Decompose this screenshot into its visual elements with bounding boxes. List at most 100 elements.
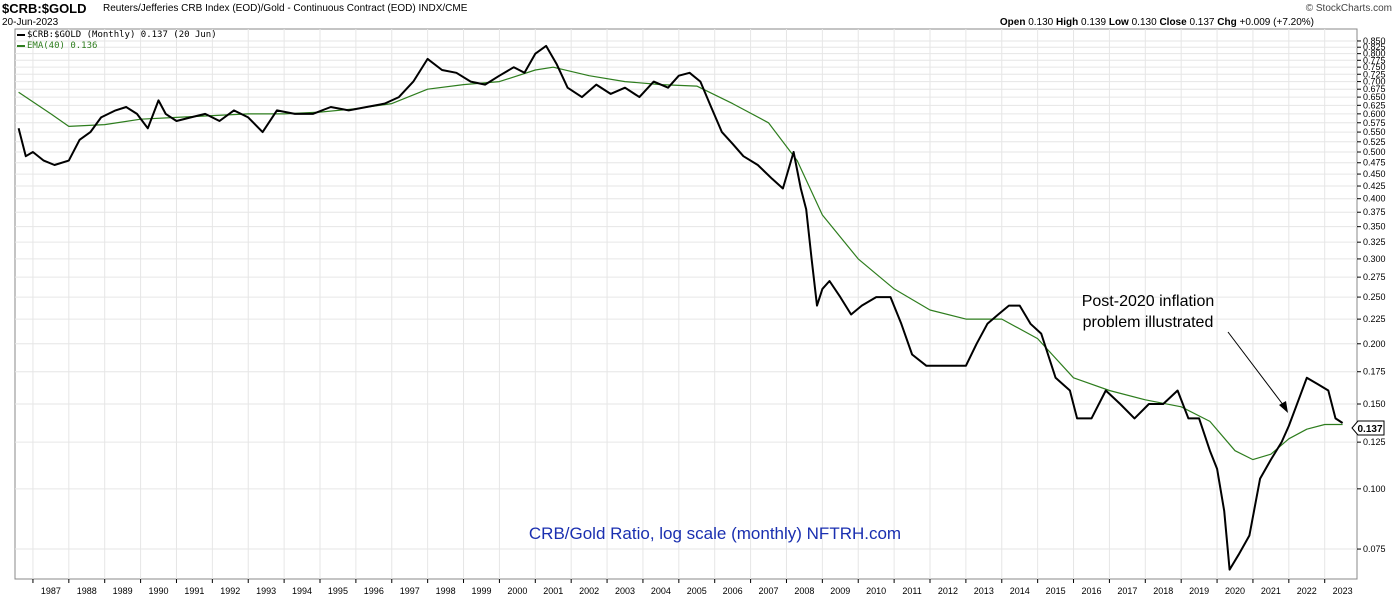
x-tick-label: 2021 xyxy=(1261,586,1281,596)
x-tick-label: 1992 xyxy=(220,586,240,596)
y-tick-label: 0.700 xyxy=(1363,77,1386,87)
x-tick-label: 1993 xyxy=(256,586,276,596)
x-tick-label: 1999 xyxy=(471,586,491,596)
chart-legend: $CRB:$GOLD (Monthly) 0.137 (20 Jun) EMA(… xyxy=(17,30,217,52)
x-tick-label: 1998 xyxy=(436,586,456,596)
x-tick-label: 1989 xyxy=(113,586,133,596)
x-tick-label: 2006 xyxy=(723,586,743,596)
y-tick-label: 0.750 xyxy=(1363,62,1386,72)
y-tick-label: 0.675 xyxy=(1363,84,1386,94)
x-tick-label: 2022 xyxy=(1297,586,1317,596)
plot-area xyxy=(14,28,1358,580)
y-tick-label: 0.775 xyxy=(1363,55,1386,65)
y-tick-label: 0.250 xyxy=(1363,292,1386,302)
series-layer xyxy=(17,44,1344,571)
chg-label: Chg xyxy=(1217,17,1237,28)
y-tick-label: 0.625 xyxy=(1363,100,1386,110)
x-tick-label: 2014 xyxy=(1010,586,1030,596)
chart-header: $CRB:$GOLD Reuters/Jefferies CRB Index (… xyxy=(0,0,1400,30)
last-value-marker: 0.137 xyxy=(1351,420,1385,436)
open-label: Open xyxy=(999,17,1026,28)
x-tick-label: 2018 xyxy=(1153,586,1173,596)
close-value: 0.137 xyxy=(1189,17,1215,28)
symbol-description: Reuters/Jefferies CRB Index (EOD)/Gold -… xyxy=(103,3,467,14)
x-tick-label: 1994 xyxy=(292,586,312,596)
y-tick-label: 0.100 xyxy=(1363,484,1386,494)
y-tick-label: 0.825 xyxy=(1363,42,1386,52)
x-tick-label: 2013 xyxy=(974,586,994,596)
legend-swatch-price xyxy=(17,33,25,36)
y-tick-label: 0.425 xyxy=(1363,181,1386,191)
legend-label-ema: EMA(40) 0.136 xyxy=(27,41,98,51)
x-tick-label: 2020 xyxy=(1225,586,1245,596)
x-tick-label: 2017 xyxy=(1117,586,1137,596)
y-tick-label: 0.525 xyxy=(1363,137,1386,147)
annotation-arrow xyxy=(1227,331,1288,413)
series-line-ema xyxy=(18,66,1343,461)
y-tick-label: 0.125 xyxy=(1363,437,1386,447)
y-tick-label: 0.400 xyxy=(1363,194,1386,204)
x-tick-label: 1988 xyxy=(77,586,97,596)
annotation-line-1: Post-2020 inflation xyxy=(1082,293,1215,310)
legend-item-ema[interactable]: EMA(40) 0.136 xyxy=(17,41,217,52)
x-tick-label: 1995 xyxy=(328,586,348,596)
x-tick-label: 2010 xyxy=(866,586,886,596)
y-tick-label: 0.550 xyxy=(1363,127,1386,137)
x-tick-label: 2023 xyxy=(1333,586,1353,596)
legend-item-price[interactable]: $CRB:$GOLD (Monthly) 0.137 (20 Jun) xyxy=(17,30,217,41)
x-tick-label: 2001 xyxy=(543,586,563,596)
x-tick-label: 2019 xyxy=(1189,586,1209,596)
grid-lines xyxy=(15,29,1357,579)
x-tick-label: 2007 xyxy=(759,586,779,596)
high-label: High xyxy=(1056,17,1079,28)
x-tick-label: 2002 xyxy=(579,586,599,596)
last-value-label: 0.137 xyxy=(1357,424,1382,435)
y-tick-label: 0.575 xyxy=(1363,118,1386,128)
y-tick-label: 0.850 xyxy=(1363,36,1386,46)
legend-swatch-ema xyxy=(17,44,25,47)
chart-date: 20-Jun-2023 xyxy=(2,17,59,28)
low-value: 0.130 xyxy=(1131,17,1157,28)
y-tick-label: 0.350 xyxy=(1363,222,1386,232)
x-tick-label: 2012 xyxy=(938,586,958,596)
y-tick-label: 0.650 xyxy=(1363,92,1386,102)
x-tick-label: 1996 xyxy=(364,586,384,596)
y-tick-label: 0.275 xyxy=(1363,272,1386,282)
high-value: 0.139 xyxy=(1081,17,1107,28)
brand-watermark[interactable]: © StockCharts.com xyxy=(1305,3,1392,14)
x-tick-label: 2004 xyxy=(651,586,671,596)
x-tick-label: 2008 xyxy=(794,586,814,596)
x-tick-label: 2003 xyxy=(615,586,635,596)
description-text: Reuters/Jefferies CRB Index (EOD)/Gold -… xyxy=(103,3,416,14)
y-tick-label: 0.475 xyxy=(1363,158,1386,168)
x-tick-label: 2000 xyxy=(507,586,527,596)
y-tick-label: 0.450 xyxy=(1363,169,1386,179)
x-tick-label: 1990 xyxy=(149,586,169,596)
y-axis: 0.8500.8250.8000.7750.7500.7250.7000.675… xyxy=(1357,36,1386,554)
series-line-price xyxy=(17,44,1344,571)
y-tick-label: 0.200 xyxy=(1363,339,1386,349)
low-label: Low xyxy=(1108,17,1129,28)
x-tick-label: 2011 xyxy=(902,586,921,596)
open-value: 0.130 xyxy=(1028,17,1054,28)
close-label: Close xyxy=(1159,17,1187,28)
x-tick-label: 2016 xyxy=(1081,586,1101,596)
y-tick-label: 0.600 xyxy=(1363,109,1386,119)
y-tick-label: 0.725 xyxy=(1363,69,1386,79)
x-tick-label: 2005 xyxy=(687,586,707,596)
y-tick-label: 0.500 xyxy=(1363,147,1386,157)
y-tick-label: 0.075 xyxy=(1363,544,1386,554)
legend-label-price: $CRB:$GOLD (Monthly) 0.137 (20 Jun) xyxy=(27,30,217,40)
chart-watermark-text: CRB/Gold Ratio, log scale (monthly) NFTR… xyxy=(529,524,901,543)
y-tick-label: 0.325 xyxy=(1363,237,1386,247)
y-tick-label: 0.300 xyxy=(1363,254,1386,264)
x-tick-label: 2009 xyxy=(830,586,850,596)
y-tick-label: 0.175 xyxy=(1363,367,1386,377)
y-tick-label: 0.225 xyxy=(1363,314,1386,324)
y-tick-label: 0.800 xyxy=(1363,49,1386,59)
symbol-title[interactable]: $CRB:$GOLD xyxy=(2,1,87,16)
x-tick-label: 2015 xyxy=(1046,586,1066,596)
ohlc-readout: Open 0.130 High 0.139 Low 0.130 Close 0.… xyxy=(1000,17,1314,28)
x-tick-label: 1997 xyxy=(400,586,420,596)
